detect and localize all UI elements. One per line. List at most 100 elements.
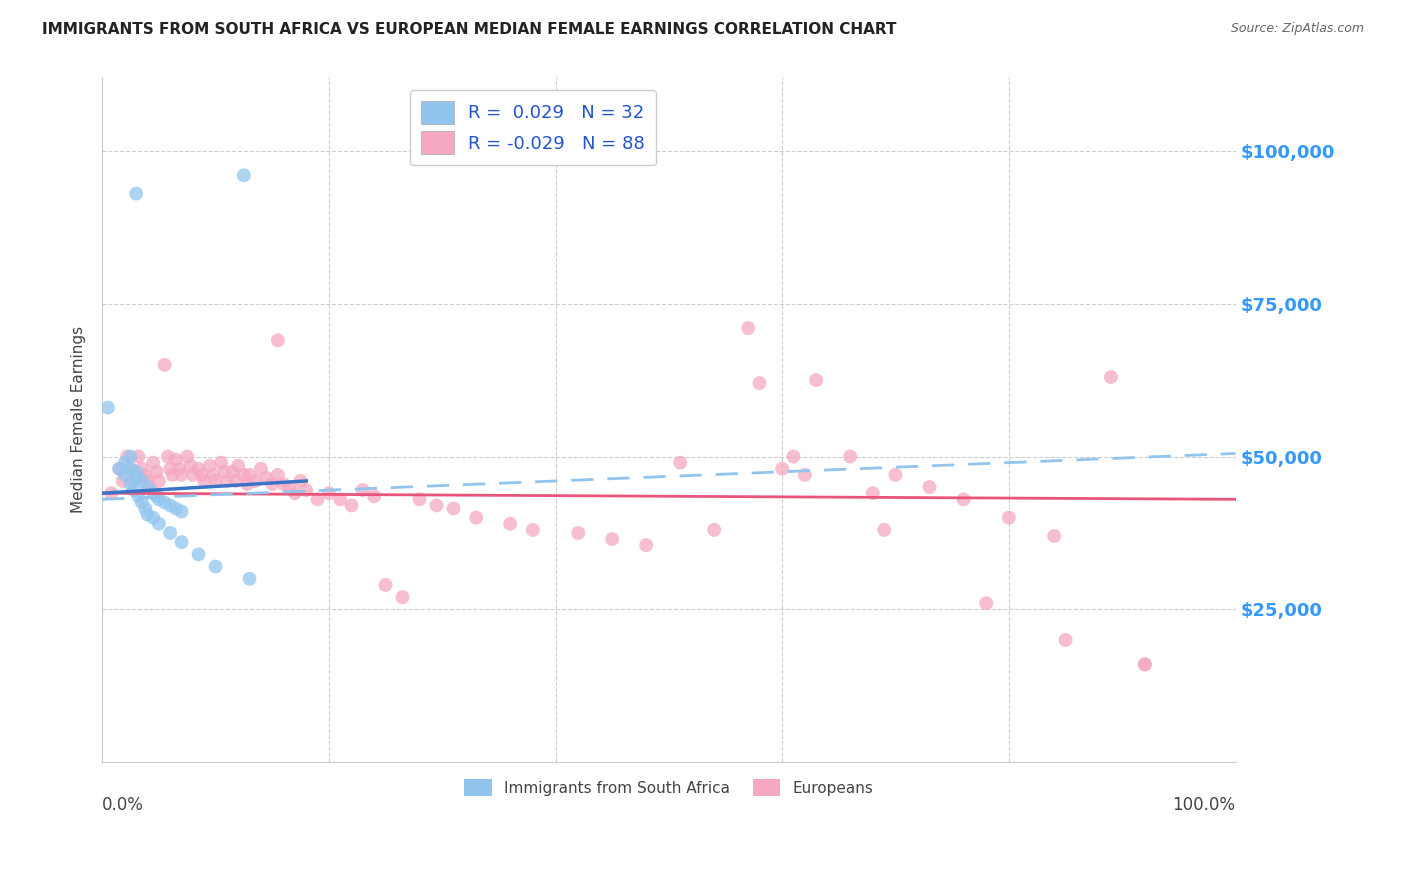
Point — [703, 523, 725, 537]
Point — [374, 578, 396, 592]
Point — [131, 495, 153, 509]
Point — [131, 474, 153, 488]
Point — [352, 483, 374, 497]
Point — [108, 461, 131, 475]
Point — [139, 480, 162, 494]
Point — [918, 480, 941, 494]
Point — [238, 572, 260, 586]
Point — [425, 499, 447, 513]
Point — [204, 559, 226, 574]
Point — [221, 465, 243, 479]
Point — [250, 461, 273, 475]
Point — [748, 376, 770, 391]
Point — [115, 450, 138, 464]
Point — [145, 465, 167, 479]
Point — [329, 492, 352, 507]
Point — [238, 467, 260, 482]
Point — [307, 492, 329, 507]
Point — [209, 456, 232, 470]
Point — [148, 474, 170, 488]
Point — [108, 461, 131, 475]
Point — [839, 450, 862, 464]
Point — [204, 474, 226, 488]
Point — [187, 461, 209, 475]
Point — [176, 450, 198, 464]
Point — [225, 474, 247, 488]
Point — [125, 465, 148, 479]
Point — [278, 480, 301, 494]
Point — [187, 547, 209, 561]
Point — [636, 538, 658, 552]
Point — [202, 467, 225, 482]
Point — [974, 596, 997, 610]
Point — [806, 373, 828, 387]
Point — [142, 456, 165, 470]
Point — [193, 474, 215, 488]
Point — [284, 486, 307, 500]
Point — [191, 467, 214, 482]
Point — [170, 535, 193, 549]
Point — [737, 321, 759, 335]
Point — [134, 467, 156, 482]
Point — [1043, 529, 1066, 543]
Point — [267, 467, 290, 482]
Point — [120, 450, 142, 464]
Legend: Immigrants from South Africa, Europeans: Immigrants from South Africa, Europeans — [458, 772, 880, 803]
Point — [127, 489, 149, 503]
Text: 0.0%: 0.0% — [103, 797, 143, 814]
Point — [465, 510, 488, 524]
Point — [165, 452, 187, 467]
Point — [122, 483, 145, 497]
Point — [1099, 370, 1122, 384]
Point — [873, 523, 896, 537]
Point — [770, 461, 793, 475]
Text: Source: ZipAtlas.com: Source: ZipAtlas.com — [1230, 22, 1364, 36]
Point — [600, 532, 623, 546]
Point — [148, 516, 170, 531]
Point — [998, 510, 1021, 524]
Point — [145, 489, 167, 503]
Point — [100, 486, 122, 500]
Point — [262, 477, 284, 491]
Point — [142, 486, 165, 500]
Point — [134, 501, 156, 516]
Point — [232, 467, 254, 482]
Point — [165, 501, 187, 516]
Point — [256, 471, 278, 485]
Point — [295, 483, 318, 497]
Y-axis label: Median Female Earnings: Median Female Earnings — [72, 326, 86, 514]
Point — [156, 450, 179, 464]
Point — [111, 474, 134, 488]
Point — [120, 461, 142, 475]
Point — [180, 458, 202, 473]
Point — [148, 492, 170, 507]
Point — [443, 501, 465, 516]
Point — [862, 486, 884, 500]
Point — [363, 489, 385, 503]
Point — [114, 467, 136, 482]
Point — [170, 467, 193, 482]
Point — [273, 477, 295, 491]
Point — [236, 477, 259, 491]
Point — [1054, 632, 1077, 647]
Point — [318, 486, 340, 500]
Point — [122, 474, 145, 488]
Text: 100.0%: 100.0% — [1173, 797, 1236, 814]
Point — [214, 465, 236, 479]
Point — [1133, 657, 1156, 672]
Point — [499, 516, 522, 531]
Point — [127, 450, 149, 464]
Point — [215, 474, 238, 488]
Point — [793, 467, 815, 482]
Point — [136, 474, 159, 488]
Point — [170, 504, 193, 518]
Point — [159, 499, 181, 513]
Point — [162, 467, 184, 482]
Point — [181, 467, 204, 482]
Point — [782, 450, 804, 464]
Point — [136, 508, 159, 522]
Point — [125, 186, 148, 201]
Point — [267, 334, 290, 348]
Point — [120, 477, 142, 491]
Point — [1133, 657, 1156, 672]
